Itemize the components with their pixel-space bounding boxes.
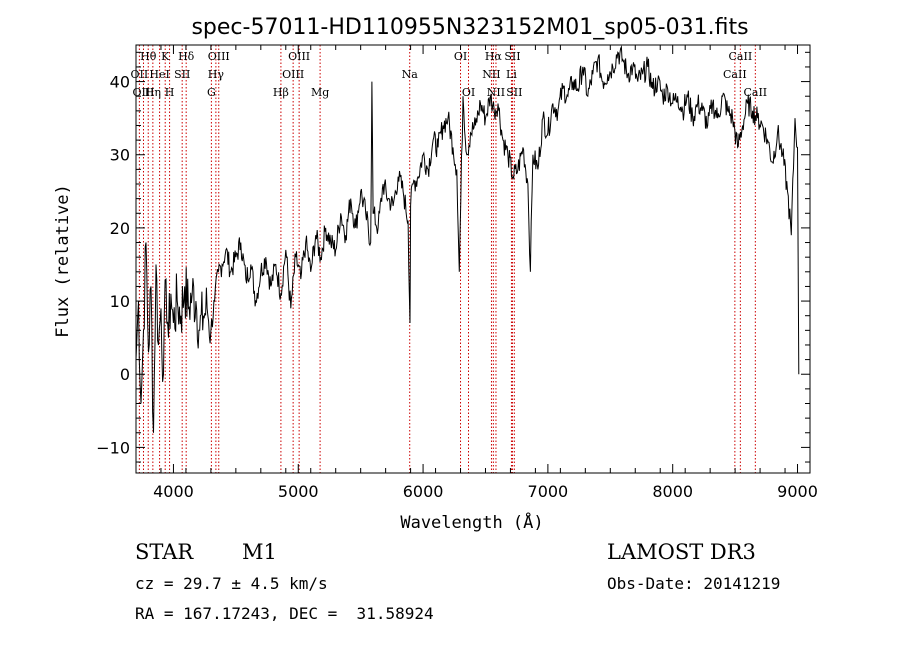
y-tick-label: −10 (96, 438, 130, 457)
axis-ticks (135, 45, 811, 473)
spectral-line-label: SII (174, 68, 190, 81)
spectral-line-label: CaII (743, 86, 767, 99)
spectral-line-label: CaII (729, 50, 753, 63)
x-axis-label: Wavelength (Å) (400, 511, 543, 533)
object-class: STAR (135, 540, 194, 564)
spectral-line-label: Na (402, 68, 419, 81)
spectral-line-label: NII (482, 68, 500, 81)
y-tick-label: 0 (120, 365, 130, 384)
spectral-line-label: HeI (149, 68, 169, 81)
y-tick-label: 10 (110, 292, 130, 311)
x-tick-label: 8000 (652, 482, 693, 501)
x-tick-label: 9000 (777, 482, 818, 501)
survey-name: LAMOST DR3 (607, 540, 756, 564)
object-subclass: M1 (242, 540, 277, 564)
spectral-line-label: OI (462, 86, 475, 99)
x-tick-label: 6000 (403, 482, 444, 501)
spectral-line-label: NII (487, 86, 505, 99)
spectral-line-label: Hθ (140, 50, 157, 63)
x-tick-label: 5000 (278, 482, 319, 501)
spectral-line-label: G (207, 86, 216, 99)
spectral-line-label: SII (504, 50, 520, 63)
spectral-line-label: OII (131, 68, 149, 81)
y-tick-label: 20 (110, 219, 130, 238)
spectral-line-label: Mg (311, 86, 329, 99)
spectral-line-label: Hα (485, 50, 503, 63)
x-tick-label: 7000 (528, 482, 569, 501)
chart-title: spec-57011-HD110955N323152M01_sp05-031.f… (191, 15, 748, 40)
spectral-line-label: Hγ (208, 68, 225, 81)
redshift-readout: cz = 29.7 ± 4.5 km/s (135, 574, 328, 593)
spectral-line-label: Li (506, 68, 517, 81)
spectral-line-label: SII (506, 86, 522, 99)
spectral-line-label: Hη (145, 86, 161, 99)
axis-tick-labels: 4000 5000 6000 7000 8000 9000 −10 0 10 20 30 40 (96, 73, 818, 501)
spectral-line-label: Hβ (273, 86, 289, 99)
y-axis-label: Flux (relative) (53, 184, 73, 338)
flux-series-line (135, 44, 800, 433)
coordinates-readout: RA = 167.17243, DEC = 31.58924 (135, 604, 434, 623)
spectral-line-label: K (161, 50, 170, 63)
spectral-line-label: OI (454, 50, 467, 63)
y-tick-label: 30 (110, 146, 130, 165)
plot-frame (135, 44, 811, 474)
spectral-line-label: OIII (288, 50, 310, 63)
spectral-line-label: OIII (208, 50, 230, 63)
spectral-line-label: Hδ (178, 50, 195, 63)
observation-date: Obs-Date: 20141219 (607, 574, 781, 593)
spectral-line-markers (138, 45, 756, 473)
x-tick-label: 4000 (153, 482, 194, 501)
y-tick-label: 40 (110, 73, 130, 92)
spectral-line-label: H (165, 86, 175, 99)
spectral-line-label: OIII (282, 68, 304, 81)
spectral-line-label: CaII (723, 68, 747, 81)
